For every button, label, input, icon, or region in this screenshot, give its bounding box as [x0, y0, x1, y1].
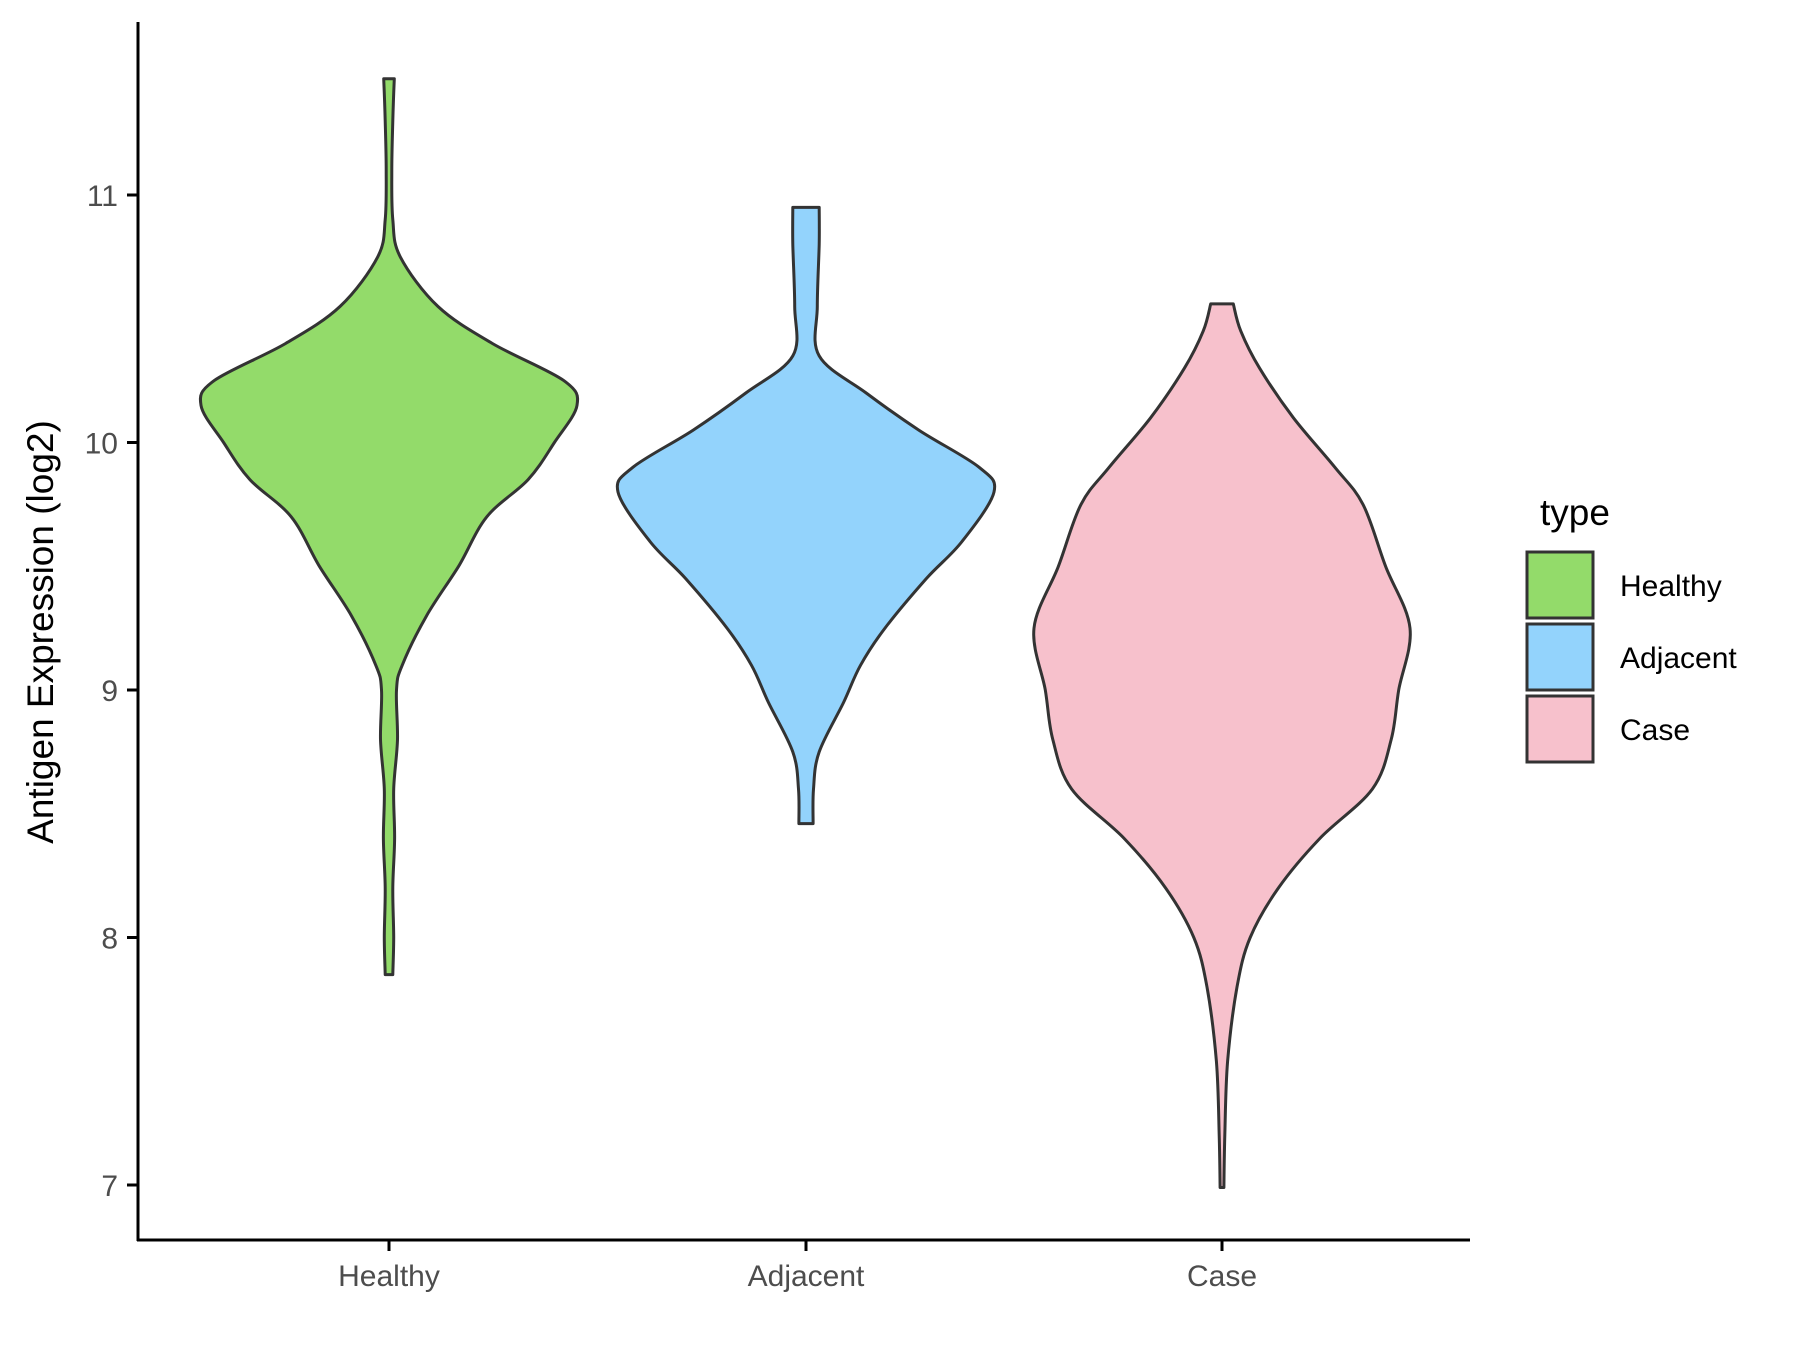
legend-label-adjacent: Adjacent: [1620, 642, 1737, 675]
x-tick-label-adjacent: Adjacent: [748, 1260, 865, 1293]
x-ticks-layer: Healthy Adjacent Case: [338, 1240, 1257, 1293]
violin-adjacent: [615, 205, 997, 826]
legend-title: type: [1540, 492, 1610, 533]
legend-swatch-healthy: [1525, 550, 1595, 620]
legend-label-case: Case: [1620, 714, 1690, 747]
legend-swatch-adjacent: [1525, 622, 1595, 692]
y-tick-label: 10: [85, 428, 118, 461]
legend-label-healthy: Healthy: [1620, 570, 1722, 603]
y-tick-label: 9: [101, 675, 118, 708]
y-tick-label: 7: [101, 1170, 118, 1203]
legend-swatch-case: [1525, 694, 1595, 764]
axes-layer: [136, 22, 1470, 1242]
y-ticks-layer: 7 8 9 10 11: [85, 180, 138, 1203]
y-tick-label: 11: [87, 180, 118, 213]
y-tick-label: 8: [101, 923, 118, 956]
x-tick-label-healthy: Healthy: [338, 1260, 440, 1293]
violin-healthy: [198, 77, 580, 977]
x-tick-label-case: Case: [1187, 1260, 1257, 1293]
violins-layer: [198, 77, 1412, 1189]
legend: type Healthy Adjacent Case: [1525, 492, 1737, 764]
violin-case: [1032, 302, 1412, 1189]
y-axis-title: Antigen Expression (log2): [20, 420, 61, 844]
